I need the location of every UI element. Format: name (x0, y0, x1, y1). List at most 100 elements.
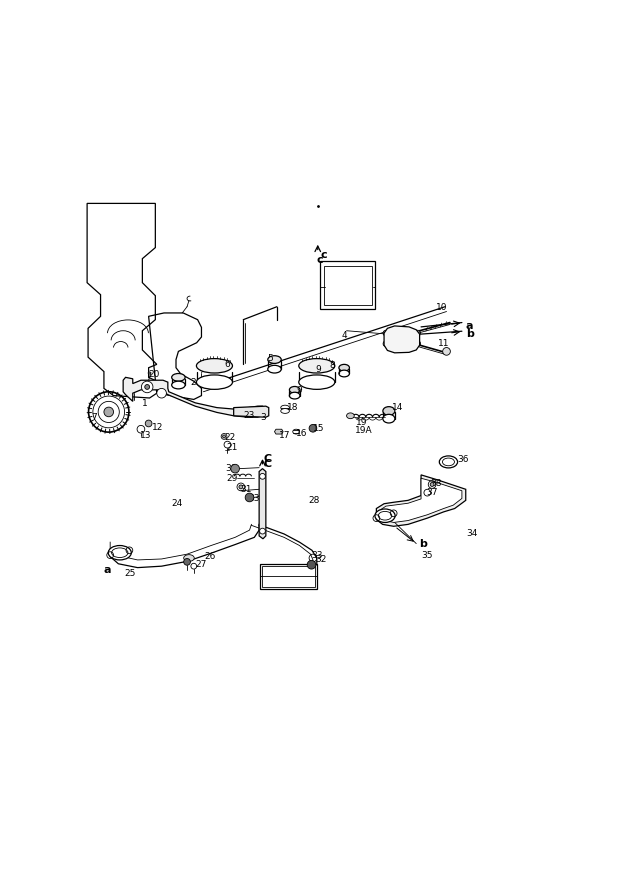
Text: 4: 4 (342, 331, 347, 340)
Ellipse shape (347, 413, 354, 419)
Circle shape (144, 385, 149, 389)
Circle shape (307, 561, 316, 569)
Ellipse shape (268, 355, 281, 363)
Ellipse shape (440, 456, 458, 468)
Ellipse shape (339, 370, 350, 377)
Text: 29: 29 (226, 474, 238, 483)
Text: C: C (264, 459, 272, 469)
Circle shape (104, 408, 113, 417)
Text: 20: 20 (149, 370, 160, 380)
Circle shape (443, 348, 450, 355)
Text: C: C (264, 454, 272, 464)
Text: a: a (466, 321, 473, 331)
Circle shape (223, 435, 226, 438)
Text: b: b (466, 329, 474, 339)
Text: 25: 25 (125, 569, 136, 578)
Text: 32: 32 (316, 555, 327, 565)
Ellipse shape (290, 387, 300, 393)
Text: 17: 17 (279, 432, 291, 441)
Text: 33: 33 (248, 494, 260, 503)
Text: 24: 24 (171, 499, 182, 508)
Text: 11: 11 (438, 339, 450, 348)
Bar (324, 266, 371, 305)
Circle shape (260, 528, 265, 534)
Text: 9: 9 (296, 387, 302, 395)
Ellipse shape (184, 554, 194, 561)
Text: 2: 2 (190, 378, 196, 387)
Circle shape (415, 341, 420, 347)
Polygon shape (376, 474, 466, 527)
Text: 16: 16 (296, 428, 308, 438)
Ellipse shape (172, 374, 185, 381)
Polygon shape (384, 326, 420, 353)
Circle shape (184, 559, 190, 565)
Circle shape (430, 482, 434, 487)
Ellipse shape (112, 548, 128, 558)
Polygon shape (259, 468, 266, 539)
Ellipse shape (148, 372, 151, 374)
Text: 27: 27 (195, 561, 206, 569)
Text: 18: 18 (286, 403, 298, 412)
Circle shape (245, 493, 254, 501)
Ellipse shape (108, 546, 131, 560)
Text: 9: 9 (316, 365, 321, 374)
Ellipse shape (383, 407, 395, 415)
Circle shape (141, 381, 153, 393)
Ellipse shape (299, 375, 335, 389)
Circle shape (232, 410, 237, 415)
Ellipse shape (378, 511, 392, 520)
Circle shape (157, 388, 166, 398)
Text: 14: 14 (392, 403, 404, 412)
Ellipse shape (281, 408, 290, 414)
Circle shape (145, 420, 152, 427)
Ellipse shape (197, 375, 232, 389)
Ellipse shape (293, 429, 299, 434)
Text: 33: 33 (311, 551, 323, 560)
Text: 13: 13 (140, 430, 151, 440)
Ellipse shape (268, 365, 281, 373)
Polygon shape (234, 406, 268, 417)
Ellipse shape (299, 359, 335, 373)
Text: 5: 5 (267, 354, 273, 362)
Text: 15: 15 (313, 424, 324, 433)
Text: 26: 26 (205, 552, 216, 561)
Circle shape (389, 334, 399, 344)
Text: c: c (317, 255, 324, 265)
Text: 36: 36 (457, 454, 469, 463)
Polygon shape (123, 377, 266, 417)
Circle shape (383, 341, 389, 347)
Text: c: c (321, 250, 327, 261)
Bar (320, 261, 376, 309)
Polygon shape (380, 478, 462, 522)
Text: 23: 23 (243, 411, 255, 421)
Text: b: b (420, 539, 428, 548)
Text: 37: 37 (427, 488, 438, 497)
Bar (262, 566, 315, 587)
Ellipse shape (339, 364, 350, 371)
Text: 12: 12 (152, 423, 163, 432)
Text: 30: 30 (226, 464, 237, 473)
Text: 28: 28 (308, 496, 319, 505)
Circle shape (231, 464, 239, 473)
Text: 10: 10 (435, 303, 447, 312)
Text: 21: 21 (226, 443, 238, 452)
Polygon shape (275, 429, 283, 434)
Text: 35: 35 (421, 551, 433, 560)
Text: 7: 7 (91, 413, 97, 421)
Ellipse shape (375, 509, 395, 522)
Ellipse shape (197, 359, 232, 373)
Circle shape (415, 330, 420, 336)
Ellipse shape (172, 381, 185, 388)
Circle shape (260, 474, 265, 479)
Text: 1: 1 (143, 399, 148, 408)
Ellipse shape (383, 415, 395, 423)
Ellipse shape (290, 392, 300, 399)
Bar (260, 564, 317, 589)
Text: 8: 8 (330, 362, 335, 370)
Ellipse shape (443, 458, 454, 466)
Text: 38: 38 (431, 479, 442, 488)
Circle shape (383, 330, 389, 336)
Text: a: a (104, 565, 112, 574)
Text: 19A: 19A (355, 426, 373, 434)
Text: 22: 22 (224, 434, 236, 442)
